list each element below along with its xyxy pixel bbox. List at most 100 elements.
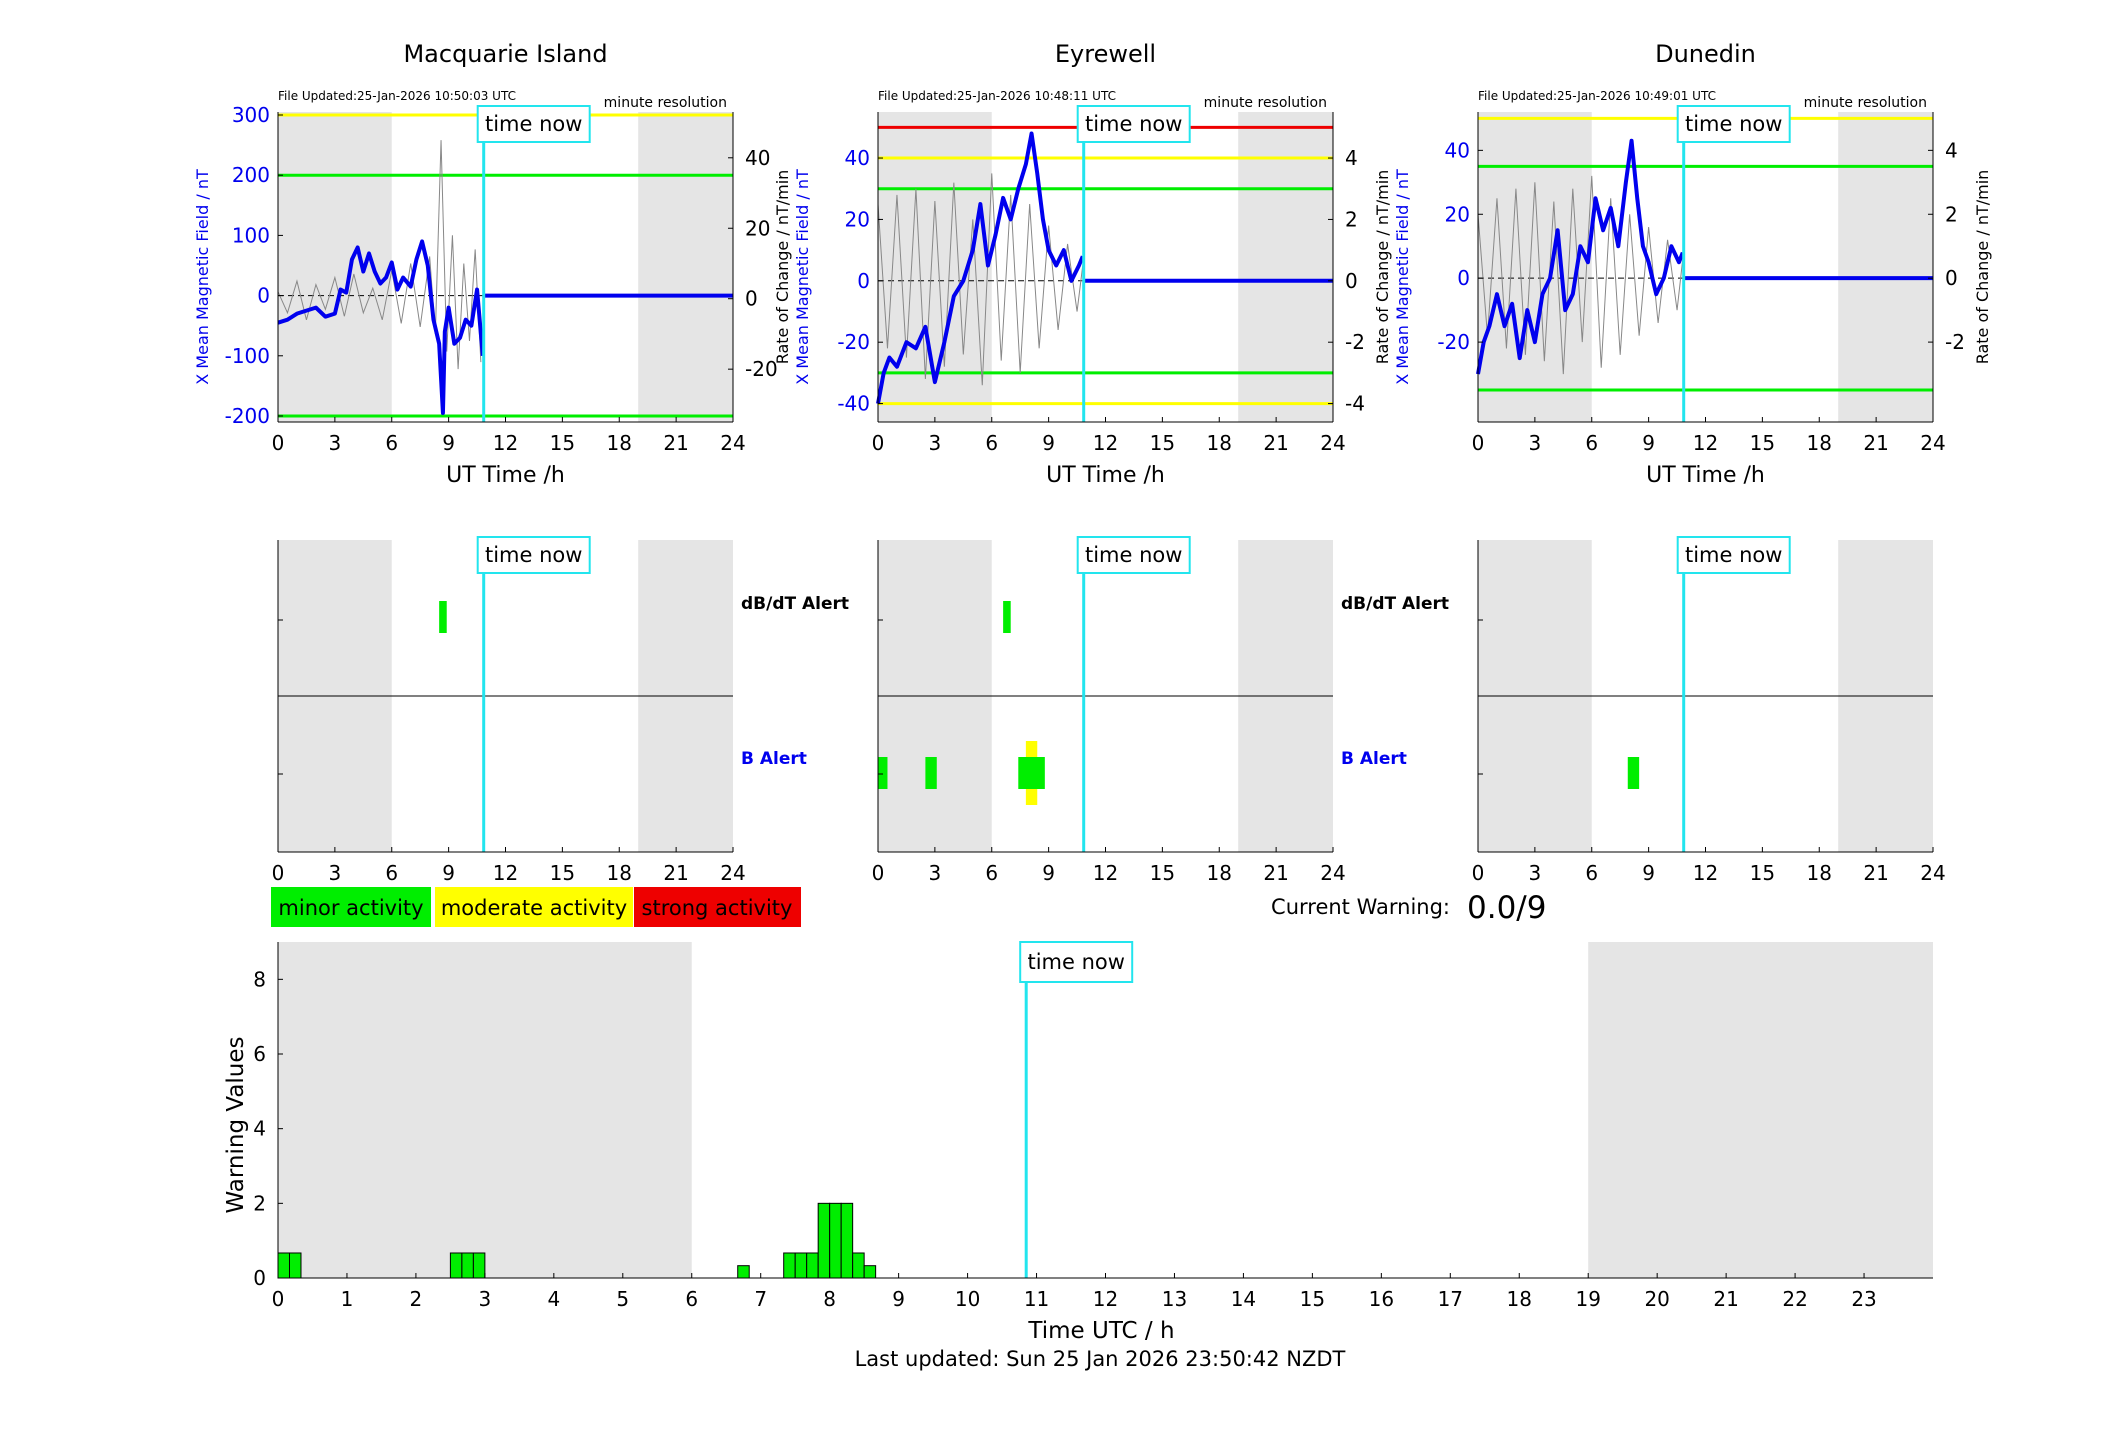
x-tick-label: 18 [1807,861,1832,885]
legend-strong-label: strong activity [642,896,793,920]
field-panels: Macquarie Island File Updated:25-Jan-2026… [193,40,1992,488]
x-tick-label: 3 [1529,861,1542,885]
y2-tick-label: -20 [745,357,778,381]
legend-minor-swatch [271,887,431,927]
dbdt-alert-label: dB/dT Alert [741,594,849,614]
y2-tick-label: 0 [1945,266,1958,290]
field-panel-3: Dunedin File Updated:25-Jan-2026 10:49:01… [1393,40,1992,488]
legend-minor-label: minor activity [278,896,423,920]
x-tick-label: 8 [823,1287,836,1311]
shaded-night-region [638,112,733,422]
b-alert-mark [1627,757,1640,789]
x-axis-label: UT Time /h [1046,463,1165,488]
y-tick-label: 20 [845,207,870,231]
y-tick-label: -100 [225,344,270,368]
y2-tick-label: 40 [745,146,770,170]
x-tick-label: 9 [1642,861,1655,885]
time-now-box [1676,536,1791,574]
file-updated: File Updated:25-Jan-2026 10:48:11 UTC [878,89,1116,103]
x-tick-label: 22 [1782,1287,1807,1311]
alert-panel-1: time now 0 3 6 9 12 15 18 21 24 dB/dT Alert B Alert [272,536,849,885]
alert-panel-3: time now 0 3 6 9 12 15 18 21 24 [1472,536,1946,885]
x-tick-label: 0 [272,431,285,455]
x-tick-label: 23 [1851,1287,1876,1311]
y-tick-label: 40 [845,146,870,170]
y-tick-label: 6 [253,1042,266,1066]
time-now-box [476,105,591,143]
x-tick-label: 21 [1263,861,1288,885]
x-tick-label: 18 [1207,861,1232,885]
rate-of-change-trace [1477,175,1684,375]
x-tick-label: 21 [1263,431,1288,455]
resolution-label: minute resolution [1204,95,1327,111]
y2-tick-label: -2 [1945,330,1965,354]
x-tick-label: 3 [479,1287,492,1311]
x-tick-label: 12 [1093,1287,1118,1311]
x-tick-label: 15 [1150,861,1175,885]
b-alert-mark [1018,757,1045,789]
field-trace [876,131,1085,404]
station-title: Eyrewell [1055,40,1156,68]
x-tick-label: 0 [272,861,285,885]
x-tick-label: 12 [1693,431,1718,455]
x-tick-label: 3 [1529,431,1542,455]
dbdt-alert-label: dB/dT Alert [1341,594,1449,614]
last-updated: Last updated: Sun 25 Jan 2026 23:50:42 N… [855,1347,1346,1371]
y2-tick-label: 0 [1345,269,1358,293]
field-panel-2: Eyrewell File Updated:25-Jan-2026 10:48:1… [793,40,1392,488]
x-tick-label: 3 [929,431,942,455]
y-tick-label: 300 [232,103,270,127]
x-tick-label: 6 [385,431,398,455]
shaded-night-region [1588,942,1933,1278]
x-tick-label: 12 [1093,861,1118,885]
time-now-label: time now [1085,112,1182,136]
time-now-box [1676,105,1791,143]
x-tick-label: 3 [929,861,942,885]
shaded-night-region [1838,112,1933,422]
x-tick-label: 9 [1642,431,1655,455]
y2-tick-label: 0 [745,287,758,311]
x-tick-label: 24 [1920,431,1945,455]
x-tick-label: 21 [1863,861,1888,885]
current-warning-value: 0.0/9 [1467,890,1546,926]
y2-tick-label: -2 [1345,330,1365,354]
warning-bar [277,1252,290,1279]
station-title: Macquarie Island [403,40,607,68]
x-tick-label: 15 [1300,1287,1325,1311]
x-tick-label: 6 [985,861,998,885]
y-tick-label: 4 [253,1117,266,1141]
x-tick-label: 9 [442,861,455,885]
y-tick-label: 100 [232,223,270,247]
y-tick-label: 0 [857,269,870,293]
time-now-box [1019,941,1134,983]
warning-bar [449,1252,463,1279]
x-tick-label: 15 [1150,431,1175,455]
x-tick-label: 24 [720,431,745,455]
dbdt-alert-mark [1003,601,1011,633]
x-axis-label: UT Time /h [1646,463,1765,488]
current-warning: Current Warning: 0.0/9 [1271,890,1546,926]
legend-strong-swatch [634,887,801,927]
x-tick-label: 0 [1472,861,1485,885]
y-axis-label: X Mean Magnetic Field / nT [1393,169,1412,385]
b-alert-mark [878,757,888,789]
y-tick-label: 2 [253,1191,266,1215]
y2-tick-label: -4 [1345,392,1365,416]
x-tick-label: 15 [550,861,575,885]
y-tick-label: -20 [1437,330,1470,354]
x-tick-label: 18 [607,431,632,455]
x-tick-label: 3 [329,861,342,885]
x-tick-label: 19 [1575,1287,1600,1311]
time-now-label: time now [1027,950,1124,974]
x-tick-label: 15 [1750,431,1775,455]
y2-tick-label: 20 [745,216,770,240]
x-tick-label: 0 [272,1287,285,1311]
y2-axis-label: Rate of Change / nT/min [773,170,792,365]
y-axis-label: X Mean Magnetic Field / nT [793,169,812,385]
time-now-box [476,536,591,574]
x-tick-label: 12 [1093,431,1118,455]
time-now-label: time now [485,543,582,567]
rate-of-change-trace [277,140,482,370]
